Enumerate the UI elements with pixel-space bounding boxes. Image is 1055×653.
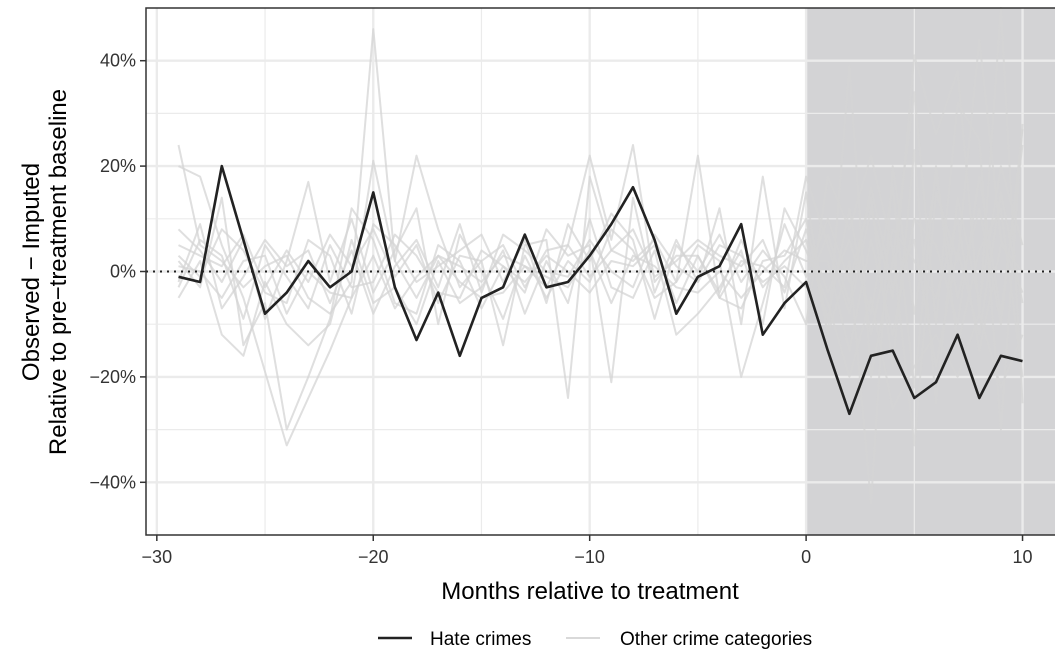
series-lines [146,7,1055,505]
legend-label-hate-crimes: Hate crimes [430,629,531,650]
other-crime-line-2 [178,129,1024,505]
y-tick-label: 0% [110,262,136,282]
axis-ticks: −30 −20 −10 0 10 −40% −20% 0% 20% 40% [89,51,1032,567]
other-crime-line-8 [178,144,1024,352]
other-crime-line-3 [177,65,1024,431]
legend: Hate crimes Other crime categories [378,629,812,650]
y-tick-label: 40% [100,51,136,71]
x-tick-label: 10 [1013,547,1033,567]
x-tick-label: −30 [142,547,173,567]
y-tick-label: 20% [100,156,136,176]
y-axis-title-line-1: Observed − Imputed [18,163,45,381]
other-crime-line-6 [177,38,1024,447]
hate-crimes-line [178,164,1023,416]
y-tick-label: −40% [89,472,136,492]
y-tick-label: −20% [89,367,136,387]
other-crime-line-9 [178,165,1024,389]
x-tick-label: −10 [574,547,605,567]
legend-label-other-crime-categories: Other crime categories [620,629,812,650]
x-tick-label: 0 [801,547,811,567]
x-axis-title: Months relative to treatment [441,578,739,605]
other-crime-line-10 [177,186,1024,368]
x-tick-label: −20 [358,547,389,567]
y-axis-title-line-2: Relative to pre−treatment baseline [45,89,72,455]
